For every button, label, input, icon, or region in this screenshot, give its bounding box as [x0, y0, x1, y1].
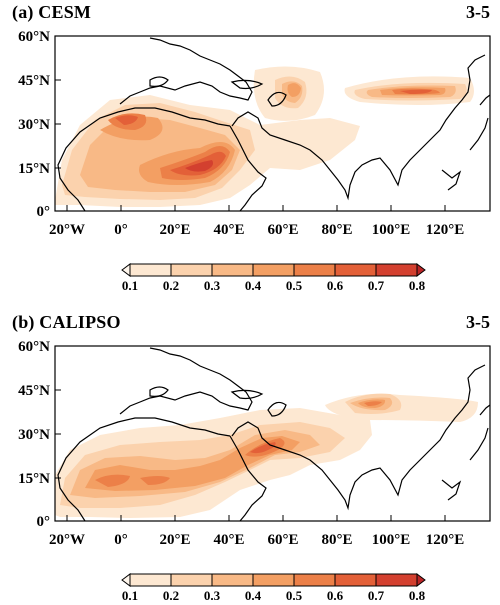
colorbar-over-triangle: [416, 573, 426, 587]
y-tick-label: 0°: [37, 204, 51, 220]
colorbar-swatch: [375, 573, 418, 587]
x-tick-label: 60°E: [267, 532, 298, 548]
y-tick-label: 60°N: [18, 29, 50, 45]
colorbar-label: 0.2: [163, 278, 179, 293]
coastlines-calipso: [57, 347, 490, 521]
x-axis-labels: 20°W 0° 20°E 40°E 60°E 80°E 100°E 120°E: [49, 222, 464, 238]
colorbar-label: 0.6: [327, 278, 344, 293]
x-tick-label: 80°E: [321, 532, 352, 548]
colorbar-under-triangle: [121, 573, 131, 587]
colorbar-label: 0.5: [286, 588, 303, 603]
x-axis-labels: 20°W 0° 20°E 40°E 60°E 80°E 100°E 120°E: [49, 532, 464, 548]
y-tick-label: 30°N: [18, 427, 50, 443]
colorbar-label: 0.6: [327, 588, 344, 603]
y-tick-label: 45°N: [18, 73, 50, 89]
colorbar-label: 0.3: [204, 278, 221, 293]
colorbar-swatch: [334, 573, 377, 587]
y-axis-labels: 60°N 45°N 30°N 15°N 0°: [18, 29, 50, 220]
colorbar-swatch: [211, 573, 254, 587]
panel-title: (b) CALIPSO: [12, 312, 121, 332]
y-tick-label: 15°N: [18, 471, 50, 487]
colorbar-label: 0.1: [122, 278, 138, 293]
colorbar-swatch: [211, 263, 254, 277]
colorbar-labels: 0.1 0.2 0.3 0.4 0.5 0.6 0.7 0.8: [122, 278, 426, 293]
x-tick-label: 40°E: [213, 222, 244, 238]
panel-cesm: (a) CESM 3-5: [0, 0, 500, 302]
colorbar-label: 0.8: [409, 278, 426, 293]
colorbar-label: 0.4: [245, 278, 262, 293]
colorbar-label: 0.7: [368, 278, 385, 293]
x-tick-label: 20°E: [159, 222, 190, 238]
colorbar-labels: 0.1 0.2 0.3 0.4 0.5 0.6 0.7 0.8: [122, 588, 426, 603]
colorbar-swatch: [129, 263, 172, 277]
coastlines-cesm: [57, 37, 490, 211]
colorbar-cesm: 0.1 0.2 0.3 0.4 0.5 0.6 0.7 0.8: [121, 263, 426, 293]
colorbar-over-triangle: [416, 263, 426, 277]
colorbar-swatch: [375, 263, 418, 277]
colorbar-label: 0.8: [409, 588, 426, 603]
x-tick-label: 0°: [114, 222, 128, 238]
colorbar-swatches: [121, 263, 426, 277]
colorbar-swatch: [129, 573, 172, 587]
y-tick-label: 0°: [37, 514, 51, 530]
colorbar-label: 0.4: [245, 588, 262, 603]
season-label: 3-5: [466, 2, 490, 22]
x-tick-label: 40°E: [213, 532, 244, 548]
x-tick-label: 100°E: [372, 222, 411, 238]
x-tick-label: 120°E: [426, 222, 465, 238]
season-label: 3-5: [466, 312, 490, 332]
x-tick-label: 100°E: [372, 532, 411, 548]
x-tick-label: 20°E: [159, 532, 190, 548]
x-tick-label: 120°E: [426, 532, 465, 548]
x-tick-label: 80°E: [321, 222, 352, 238]
map-cesm: 60°N 45°N 30°N 15°N 0° 20°W 0° 20°E 40°E…: [18, 29, 491, 238]
y-tick-label: 60°N: [18, 339, 50, 355]
colorbar-swatch: [334, 263, 377, 277]
x-tick-label: 0°: [114, 532, 128, 548]
colorbar-under-triangle: [121, 263, 131, 277]
colorbar-swatch: [170, 573, 213, 587]
colorbar-swatch: [252, 573, 295, 587]
y-tick-label: 15°N: [18, 161, 50, 177]
y-tick-label: 30°N: [18, 117, 50, 133]
y-axis-labels: 60°N 45°N 30°N 15°N 0°: [18, 339, 50, 530]
x-tick-label: 20°W: [49, 222, 85, 238]
colorbar-swatch: [170, 263, 213, 277]
colorbar-label: 0.2: [163, 588, 179, 603]
colorbar-swatches: [121, 573, 426, 587]
dust-field-calipso: [55, 393, 478, 518]
colorbar-swatch: [293, 263, 336, 277]
colorbar-swatch: [293, 573, 336, 587]
y-tick-label: 45°N: [18, 383, 50, 399]
panel-title: (a) CESM: [12, 2, 92, 22]
colorbar-calipso: 0.1 0.2 0.3 0.4 0.5 0.6 0.7 0.8: [121, 573, 426, 603]
map-calipso: 60°N 45°N 30°N 15°N 0° 20°W 0° 20°E 40°E…: [18, 339, 491, 548]
panel-calipso: (b) CALIPSO 3-5: [0, 310, 500, 605]
colorbar-swatch: [252, 263, 295, 277]
colorbar-label: 0.5: [286, 278, 303, 293]
colorbar-label: 0.7: [368, 588, 385, 603]
x-tick-label: 20°W: [49, 532, 85, 548]
x-tick-label: 60°E: [267, 222, 298, 238]
colorbar-label: 0.3: [204, 588, 221, 603]
colorbar-label: 0.1: [122, 588, 138, 603]
